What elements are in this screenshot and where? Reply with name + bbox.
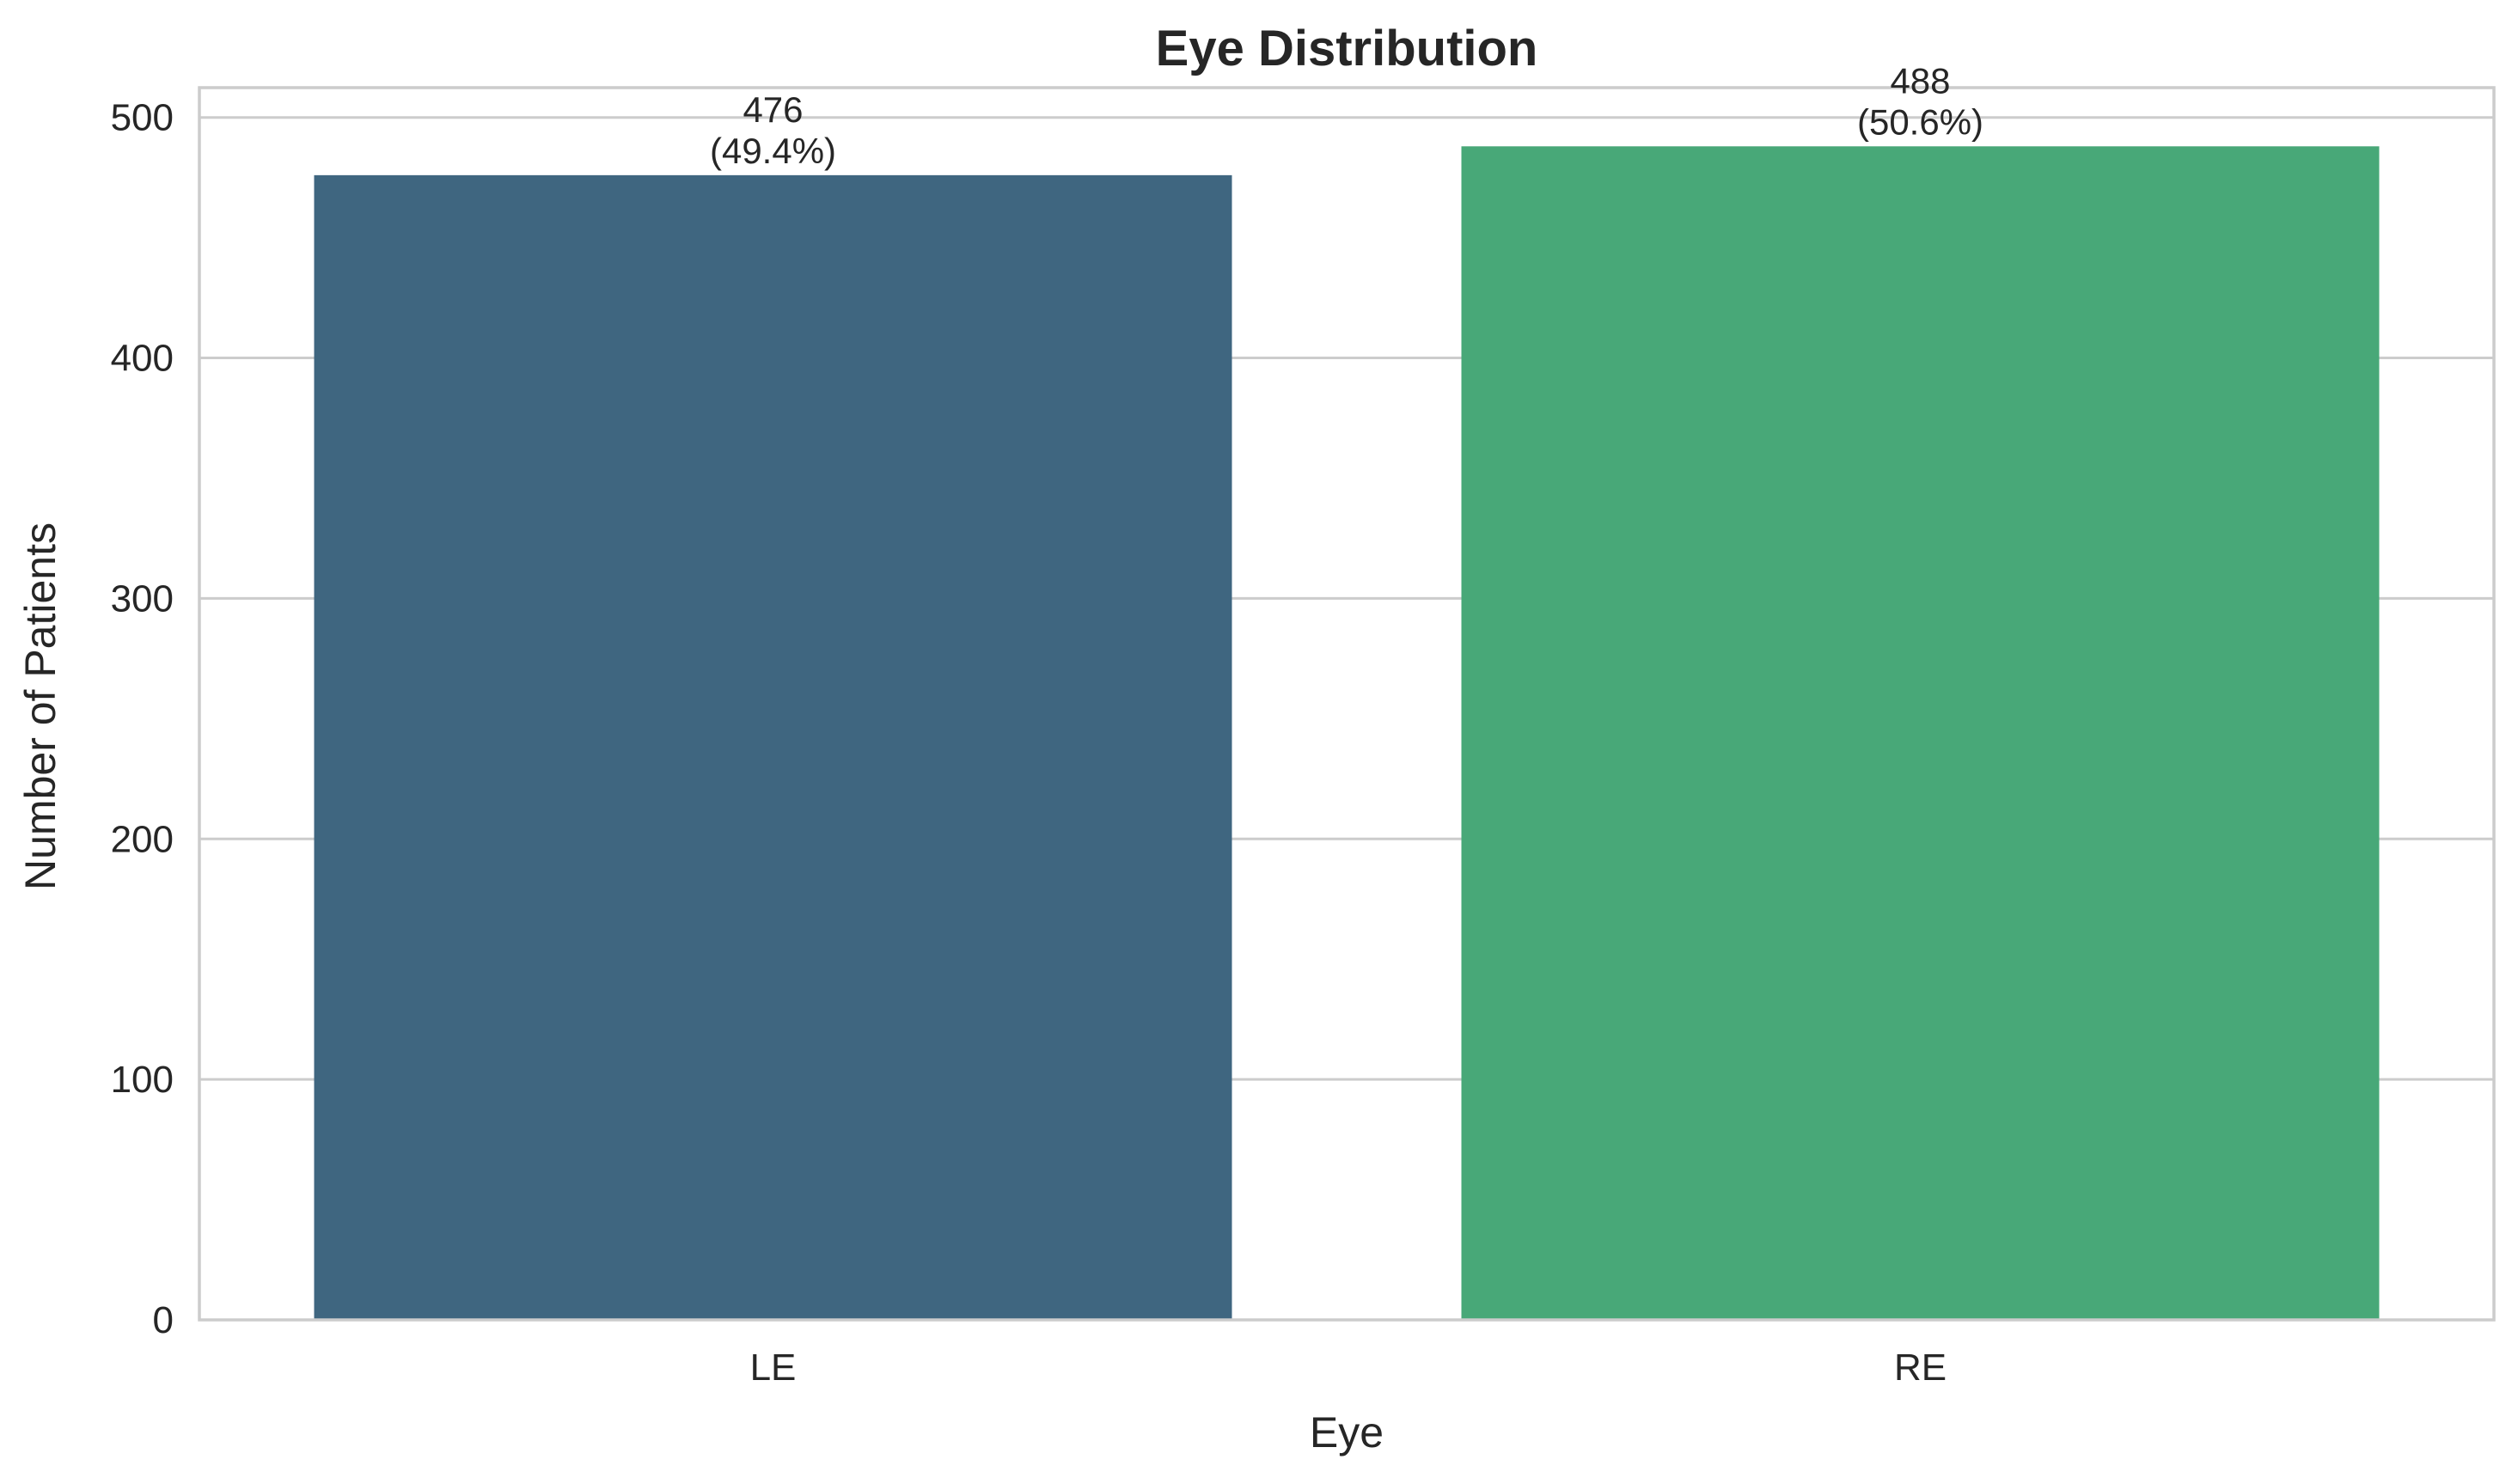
y-axis-label: Number of Patients <box>16 522 64 890</box>
data-labels: 476(49.4%) 488(50.6%) <box>710 60 1983 171</box>
y-tick-label: 400 <box>111 338 174 380</box>
data-label-value: 488 <box>1890 60 1950 101</box>
bar-re <box>1461 146 2380 1320</box>
bar-le <box>314 174 1232 1320</box>
y-tick-label: 200 <box>111 818 174 860</box>
y-tick-label: 500 <box>111 97 174 139</box>
x-tick-label: RE <box>1894 1347 1947 1389</box>
y-tick-labels: 0 100 200 300 400 500 <box>111 97 174 1341</box>
data-label-value: 476 <box>743 89 803 130</box>
plot-frame <box>198 86 2496 1322</box>
x-axis-label: Eye <box>1310 1408 1384 1457</box>
y-tick-label: 0 <box>153 1299 174 1341</box>
data-label-percent: (50.6%) <box>1857 101 1983 142</box>
x-tick-labels: LE RE <box>750 1347 1947 1389</box>
chart-title: Eye Distribution <box>1156 21 1538 76</box>
y-tick-label: 300 <box>111 577 174 620</box>
bars <box>314 146 2380 1320</box>
x-tick-label: LE <box>750 1347 797 1389</box>
y-tick-label: 100 <box>111 1059 174 1101</box>
data-label-percent: (49.4%) <box>710 131 836 171</box>
